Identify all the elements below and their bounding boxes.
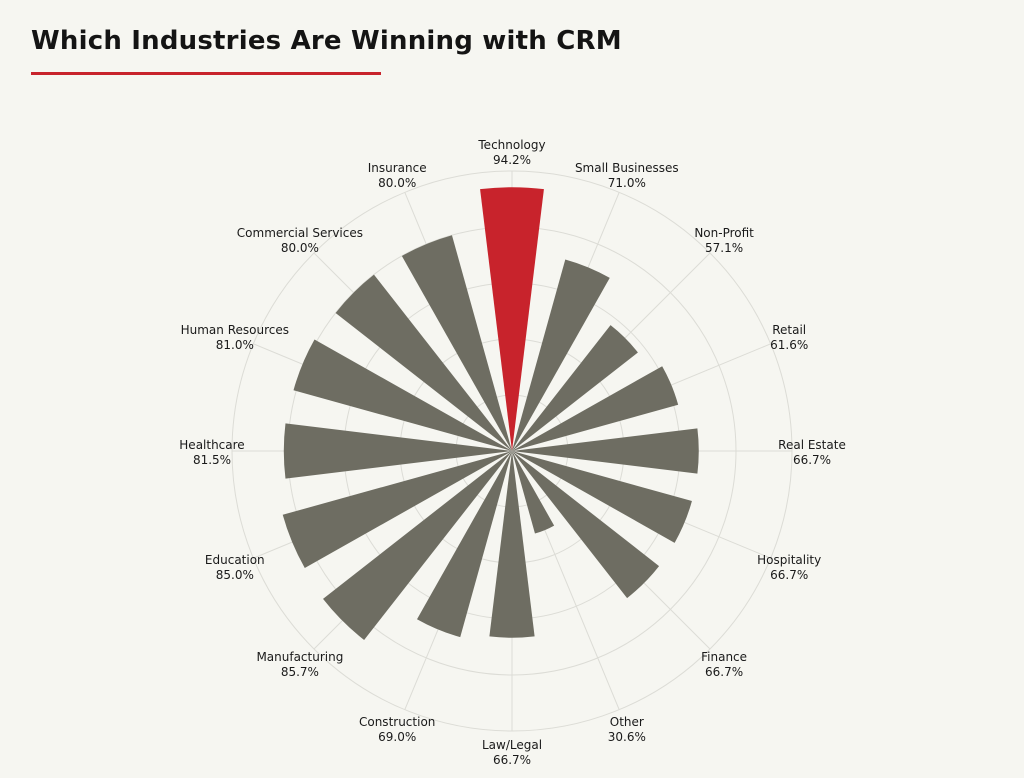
value-label-construction: 69.0% <box>378 730 416 744</box>
bar-real-estate <box>512 428 699 474</box>
value-label-insurance: 80.0% <box>378 176 416 190</box>
bar-retail <box>512 366 679 451</box>
category-label-technology: Technology <box>477 138 545 152</box>
category-label-small-businesses: Small Businesses <box>575 161 679 175</box>
value-label-small-businesses: 71.0% <box>608 176 646 190</box>
bar-finance <box>512 451 660 599</box>
value-label-law-legal: 66.7% <box>493 753 531 767</box>
category-label-non-profit: Non-Profit <box>694 226 754 240</box>
value-label-technology: 94.2% <box>493 153 531 167</box>
value-label-real-estate: 66.7% <box>793 453 831 467</box>
category-label-healthcare: Healthcare <box>179 438 244 452</box>
bar-non-profit <box>512 325 638 451</box>
category-label-retail: Retail <box>772 323 806 337</box>
value-label-commercial-services: 80.0% <box>281 241 319 255</box>
value-label-retail: 61.6% <box>770 338 808 352</box>
bar-manufacturing <box>323 451 512 640</box>
category-label-construction: Construction <box>359 715 435 729</box>
bar-healthcare <box>283 423 512 479</box>
bar-education <box>282 451 512 569</box>
value-label-finance: 66.7% <box>705 665 743 679</box>
category-label-real-estate: Real Estate <box>778 438 846 452</box>
value-label-healthcare: 81.5% <box>193 453 231 467</box>
bar-construction <box>417 451 512 638</box>
bar-law-legal <box>489 451 535 638</box>
bar-human-resources <box>293 339 512 451</box>
category-label-hospitality: Hospitality <box>757 553 821 567</box>
bar-insurance <box>401 235 512 451</box>
category-label-commercial-services: Commercial Services <box>237 226 363 240</box>
category-label-insurance: Insurance <box>368 161 427 175</box>
value-label-non-profit: 57.1% <box>705 241 743 255</box>
value-label-manufacturing: 85.7% <box>281 665 319 679</box>
category-label-law-legal: Law/Legal <box>482 738 542 752</box>
category-label-education: Education <box>205 553 265 567</box>
value-label-human-resources: 81.0% <box>216 338 254 352</box>
bar-hospitality <box>512 451 692 543</box>
category-label-finance: Finance <box>701 650 747 664</box>
category-label-other: Other <box>610 715 644 729</box>
bars-group <box>282 187 699 640</box>
bar-small-businesses <box>512 259 610 451</box>
value-label-other: 30.6% <box>608 730 646 744</box>
bar-other <box>512 451 555 534</box>
title-underline <box>31 72 381 75</box>
value-label-education: 85.0% <box>216 568 254 582</box>
chart-title: Which Industries Are Winning with CRM <box>31 26 622 56</box>
bar-commercial-services <box>335 274 512 451</box>
category-label-manufacturing: Manufacturing <box>256 650 343 664</box>
bar-technology <box>480 187 544 452</box>
value-label-hospitality: 66.7% <box>770 568 808 582</box>
category-label-human-resources: Human Resources <box>181 323 289 337</box>
